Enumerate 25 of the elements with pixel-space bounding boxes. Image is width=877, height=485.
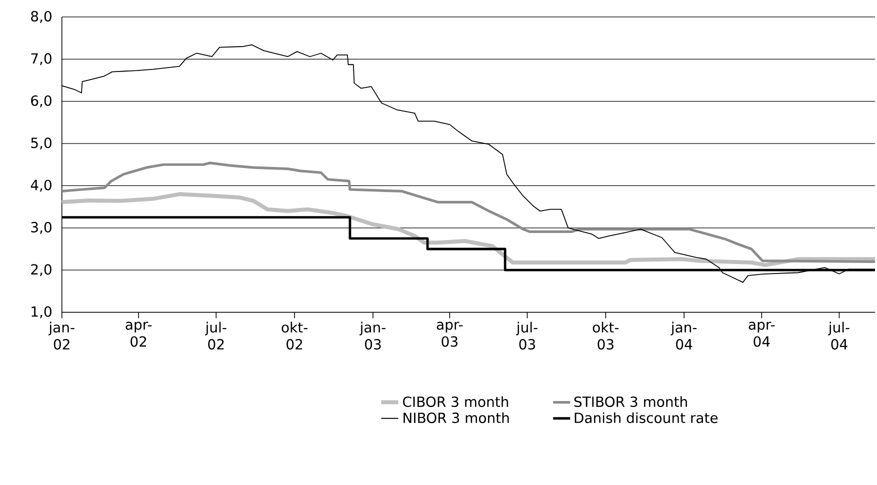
y-tick-label: 2,0 [31, 264, 52, 276]
x-tick-label: jul-04 [828, 322, 850, 350]
legend-label: NIBOR 3 month [404, 412, 509, 424]
y-tick-label: 7,0 [31, 53, 52, 66]
x-tick-label: jan-04 [670, 322, 697, 350]
legend-label: CIBOR 3 month [403, 396, 508, 408]
x-tick-label: apr-03 [436, 322, 463, 347]
y-tick-label: 8,0 [31, 11, 52, 24]
legend-label: STIBOR 3 month [574, 396, 687, 408]
line-series [60, 192, 877, 268]
y-tick-label: 5,0 [31, 138, 52, 150]
x-tick-label: jan-03 [360, 322, 386, 350]
x-tick-label: apr-02 [126, 322, 152, 347]
x-tick-label: okt-02 [282, 322, 308, 350]
line-series [60, 162, 876, 264]
legend-label: Danish discount rate [574, 412, 718, 424]
x-tick-label: jan-02 [48, 322, 74, 350]
y-tick-label: 4,0 [30, 180, 52, 192]
x-tick-label: jul-02 [205, 322, 226, 350]
y-tick-label: 1,0 [32, 306, 52, 318]
x-tick-label: apr-04 [748, 322, 775, 347]
x-tick-label: okt-03 [592, 322, 619, 350]
y-tick-label: 3,0 [31, 222, 52, 234]
x-tick-label: jul-03 [516, 322, 538, 350]
y-tick-label: 6,0 [31, 95, 52, 108]
